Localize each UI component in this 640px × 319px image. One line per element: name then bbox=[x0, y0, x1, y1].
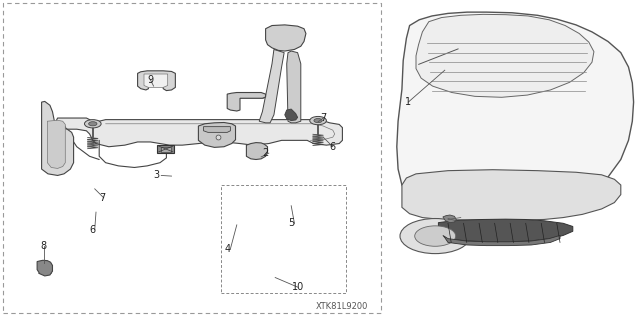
Bar bbox=[161, 147, 171, 152]
Text: 10: 10 bbox=[291, 282, 304, 292]
Polygon shape bbox=[37, 260, 52, 276]
Text: 3: 3 bbox=[154, 170, 160, 181]
Polygon shape bbox=[443, 235, 560, 246]
Text: 6: 6 bbox=[90, 225, 96, 235]
Polygon shape bbox=[443, 215, 456, 223]
Circle shape bbox=[400, 219, 470, 254]
Polygon shape bbox=[266, 25, 306, 51]
Polygon shape bbox=[246, 143, 268, 160]
Text: 5: 5 bbox=[288, 218, 294, 228]
Polygon shape bbox=[438, 219, 573, 242]
Text: 2: 2 bbox=[262, 148, 269, 158]
Circle shape bbox=[84, 120, 101, 128]
Polygon shape bbox=[204, 127, 230, 132]
Text: 8: 8 bbox=[40, 241, 47, 251]
Bar bbox=[157, 145, 174, 153]
Text: XTK81L9200: XTK81L9200 bbox=[316, 302, 369, 311]
Polygon shape bbox=[259, 49, 284, 123]
Text: 9: 9 bbox=[147, 75, 154, 85]
Text: 1: 1 bbox=[405, 97, 412, 107]
Polygon shape bbox=[54, 118, 342, 147]
Polygon shape bbox=[285, 109, 298, 121]
Polygon shape bbox=[227, 93, 266, 111]
Text: 6: 6 bbox=[330, 142, 336, 152]
Circle shape bbox=[314, 119, 323, 122]
Circle shape bbox=[415, 226, 456, 246]
Text: 4: 4 bbox=[224, 244, 230, 254]
Polygon shape bbox=[144, 74, 168, 87]
Polygon shape bbox=[402, 170, 621, 220]
Text: 7: 7 bbox=[320, 113, 326, 123]
Text: 7: 7 bbox=[99, 193, 106, 203]
Polygon shape bbox=[416, 14, 594, 97]
Circle shape bbox=[88, 122, 97, 126]
Polygon shape bbox=[47, 120, 65, 168]
Polygon shape bbox=[287, 51, 301, 123]
Circle shape bbox=[310, 116, 326, 125]
Polygon shape bbox=[138, 71, 175, 91]
Polygon shape bbox=[198, 122, 236, 147]
Polygon shape bbox=[397, 12, 634, 215]
Polygon shape bbox=[42, 101, 74, 175]
